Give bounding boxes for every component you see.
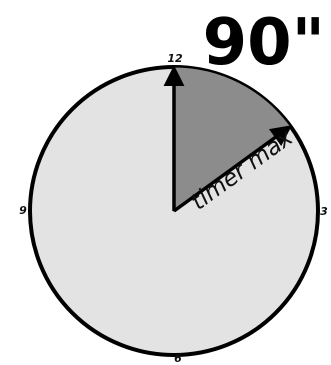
- timer-max-arrow: [172, 125, 293, 213]
- duration-label: 90": [203, 6, 325, 80]
- hour-label-12: 12: [167, 52, 183, 65]
- hour-label-9: 9: [19, 204, 27, 217]
- hour-label-3: 3: [320, 205, 328, 218]
- hour-label-6: 6: [174, 352, 182, 365]
